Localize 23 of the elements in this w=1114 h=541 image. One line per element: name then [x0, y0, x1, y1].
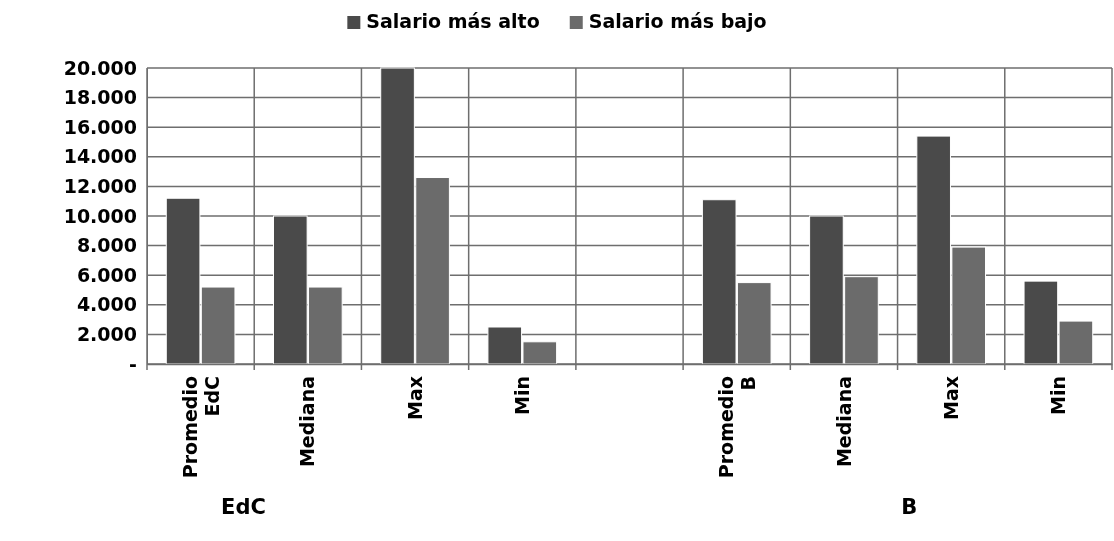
text: B	[901, 495, 918, 519]
y-tick-label: 2.000	[76, 322, 137, 345]
legend-label: Salario más alto	[366, 10, 540, 32]
x-tick-label: Max	[403, 376, 426, 420]
text: EdC	[221, 495, 266, 519]
x-tick-label: Mediana	[296, 376, 319, 468]
y-tick-label: 4.000	[76, 293, 137, 316]
y-tick-label: 12.000	[63, 174, 137, 197]
legend-label: Salario más bajo	[588, 10, 767, 32]
x-tick-label: Promedio EdC	[178, 376, 223, 479]
y-tick-label: 10.000	[63, 204, 137, 227]
x-tick-label: Min	[510, 376, 533, 415]
x-tick-label: Mediana	[832, 376, 855, 468]
x-tick-label: Promedio B	[714, 376, 759, 479]
y-tick-label: 8.000	[76, 234, 137, 257]
x-tick-label: Max	[939, 376, 962, 420]
y-tick-label: 20.000	[63, 56, 137, 79]
y-tick-label: 18.000	[63, 86, 137, 109]
y-tick-label: -	[129, 352, 137, 375]
y-tick-label: 16.000	[63, 115, 137, 138]
y-tick-label: 14.000	[63, 145, 137, 168]
y-tick-label: 6.000	[76, 263, 137, 286]
x-tick-label: Min	[1047, 376, 1070, 415]
